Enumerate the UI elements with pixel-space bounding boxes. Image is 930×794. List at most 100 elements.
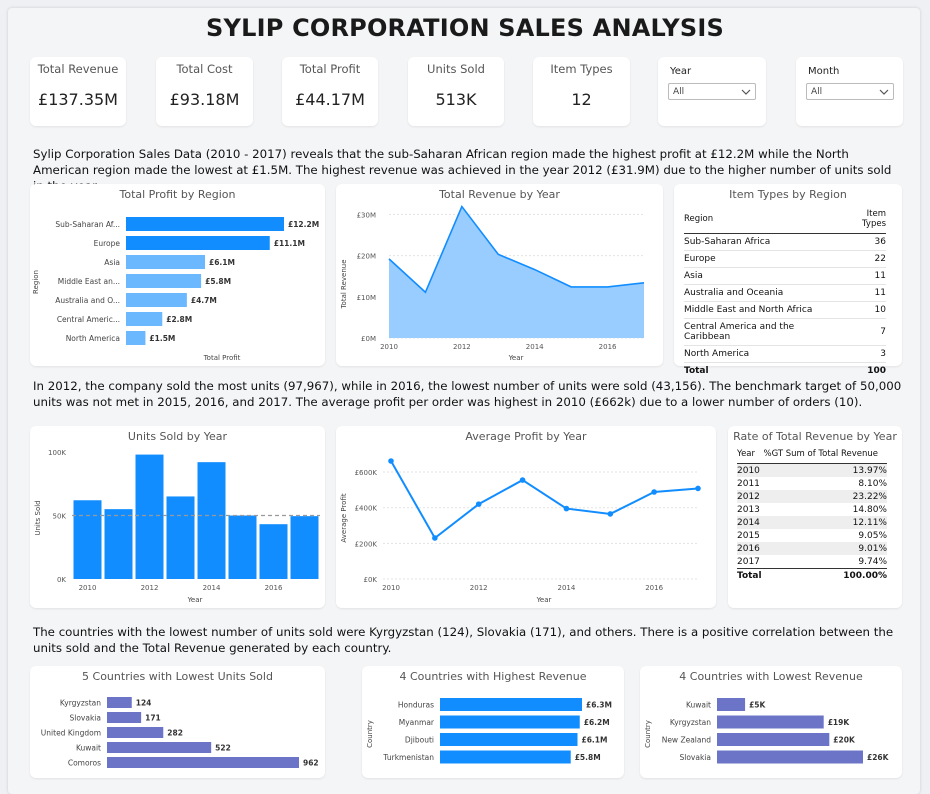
data-label: 171 xyxy=(145,714,161,723)
category-label: New Zealand xyxy=(662,736,712,745)
month-dropdown[interactable]: All xyxy=(806,83,894,100)
bar[interactable] xyxy=(107,712,142,723)
kpi-value: 12 xyxy=(571,90,592,109)
total-cell: Total xyxy=(737,568,764,582)
bar[interactable] xyxy=(440,733,578,746)
table-cell: 3 xyxy=(840,345,886,363)
column-header[interactable]: Region xyxy=(684,206,841,234)
x-tick-label: 2014 xyxy=(203,584,221,592)
month-slicer-label: Month xyxy=(808,66,840,77)
category-label: Europe xyxy=(94,239,121,248)
column-header[interactable]: Item Types xyxy=(840,206,886,234)
bar[interactable] xyxy=(440,715,580,729)
kpi-value: 513K xyxy=(435,90,477,109)
bar[interactable] xyxy=(228,515,257,580)
table-cell: 2015 xyxy=(737,530,760,541)
table-cell: 9.74% xyxy=(858,556,887,567)
bar[interactable] xyxy=(107,727,164,738)
column-header[interactable]: %GT Sum of Total Revenue xyxy=(763,446,887,464)
revenue-by-year-card: Total Revenue by Year £0M £10M £20M £30M 201… xyxy=(336,184,663,366)
year-dropdown-value: All xyxy=(673,87,685,97)
narrative-1: Sylip Corporation Sales Data (2010 - 201… xyxy=(33,147,892,193)
category-label: Kyrgyzstan xyxy=(60,699,101,708)
data-point[interactable] xyxy=(563,505,570,512)
data-point[interactable] xyxy=(432,535,438,541)
table-cell: 9.01% xyxy=(858,543,887,554)
data-point[interactable] xyxy=(475,501,482,507)
data-label: £4.7M xyxy=(191,296,217,305)
data-label: £5K xyxy=(749,701,766,710)
bar[interactable] xyxy=(126,255,205,269)
year-slicer: Year All xyxy=(658,57,766,126)
table-cell: Australia and Oceania xyxy=(684,284,841,302)
category-label: Turkmenistan xyxy=(382,753,434,762)
bar[interactable] xyxy=(126,293,187,307)
data-point[interactable] xyxy=(388,458,394,464)
data-label: £6.2M xyxy=(584,718,610,727)
bar[interactable] xyxy=(717,750,863,764)
bar[interactable] xyxy=(73,500,102,579)
data-label: 124 xyxy=(136,699,152,708)
bar[interactable] xyxy=(717,698,746,711)
x-tick-label: 2014 xyxy=(558,584,576,592)
total-row: Total 100 xyxy=(684,362,886,379)
bar[interactable] xyxy=(126,312,163,326)
bar[interactable] xyxy=(440,750,571,764)
table-title: Item Types by Region xyxy=(729,188,847,201)
data-point[interactable] xyxy=(607,511,614,517)
chevron-down-icon xyxy=(741,89,751,95)
data-label: 522 xyxy=(215,744,231,753)
data-point[interactable] xyxy=(695,485,701,492)
bar[interactable] xyxy=(717,715,824,729)
table-cell: 11 xyxy=(840,284,886,302)
category-label: Djibouti xyxy=(405,736,434,745)
data-label: £19K xyxy=(828,718,851,727)
table-row: 2011 8.10% xyxy=(737,477,887,490)
y-tick-label: 0K xyxy=(57,576,66,584)
highest-revenue-card: 4 Countries with Highest Revenue Hondura… xyxy=(362,666,624,778)
units-by-year-chart: 0K 50K 100K 2010 2012 2014 2016 Units Sold Yea… xyxy=(34,449,320,604)
data-label: £1.5M xyxy=(149,334,175,343)
table-cell: 9.05% xyxy=(858,530,887,541)
bar[interactable] xyxy=(107,697,132,708)
lowest-units-chart: Kyrgyzstan 124 Slovakia 171 United Kingdom 28… xyxy=(41,697,319,768)
category-label: United Kingdom xyxy=(41,729,101,738)
kpi-label: Item Types xyxy=(550,62,613,76)
bar[interactable] xyxy=(107,757,299,768)
units-by-year-card: Units Sold by Year 0K 50K 100K 2010 2012 2014… xyxy=(30,426,325,608)
total-cell: 100.00% xyxy=(763,568,887,582)
x-axis-label: Year xyxy=(536,596,552,604)
bar[interactable] xyxy=(197,462,226,579)
category-label: Middle East an... xyxy=(58,277,120,286)
profit-by-region-chart: Sub-Saharan Af... £12.2M Europe £11.1M Asia £… xyxy=(32,217,319,362)
y-axis-label: Country xyxy=(644,720,652,748)
category-label: Kuwait xyxy=(76,744,101,753)
item-types-by-region-card: Item Types by Region Region Item Types Sub… xyxy=(674,184,902,379)
bar[interactable] xyxy=(126,217,284,231)
data-point[interactable] xyxy=(519,477,526,483)
lowest-units-card: 5 Countries with Lowest Units Sold Kyrgy… xyxy=(30,666,325,778)
data-point[interactable] xyxy=(651,489,657,495)
bar[interactable] xyxy=(135,454,164,579)
bar[interactable] xyxy=(166,496,195,579)
bar[interactable] xyxy=(717,733,830,746)
table-cell: 2010 xyxy=(737,465,760,476)
bar[interactable] xyxy=(126,236,270,250)
revenue-area[interactable] xyxy=(389,206,644,338)
column-header[interactable]: Year xyxy=(737,446,764,464)
data-label: £20K xyxy=(833,736,856,745)
year-dropdown[interactable]: All xyxy=(668,83,756,100)
bar[interactable] xyxy=(126,274,202,288)
table-row: Sub-Saharan Africa 36 xyxy=(684,233,886,251)
bar[interactable] xyxy=(290,516,319,579)
bar[interactable] xyxy=(104,509,133,579)
bar[interactable] xyxy=(126,331,146,345)
bar[interactable] xyxy=(107,742,212,753)
x-tick-label: 2012 xyxy=(141,584,159,592)
bar[interactable] xyxy=(440,698,582,711)
y-axis-label: Total Revenue xyxy=(340,259,348,309)
table-row: Asia 11 xyxy=(684,267,886,285)
table-cell: 12.11% xyxy=(852,517,887,528)
avg-profit-by-year-chart: £0K £200K £400K £600K 2010 2012 2014 2016 Avera… xyxy=(340,458,701,604)
bar[interactable] xyxy=(259,524,288,579)
